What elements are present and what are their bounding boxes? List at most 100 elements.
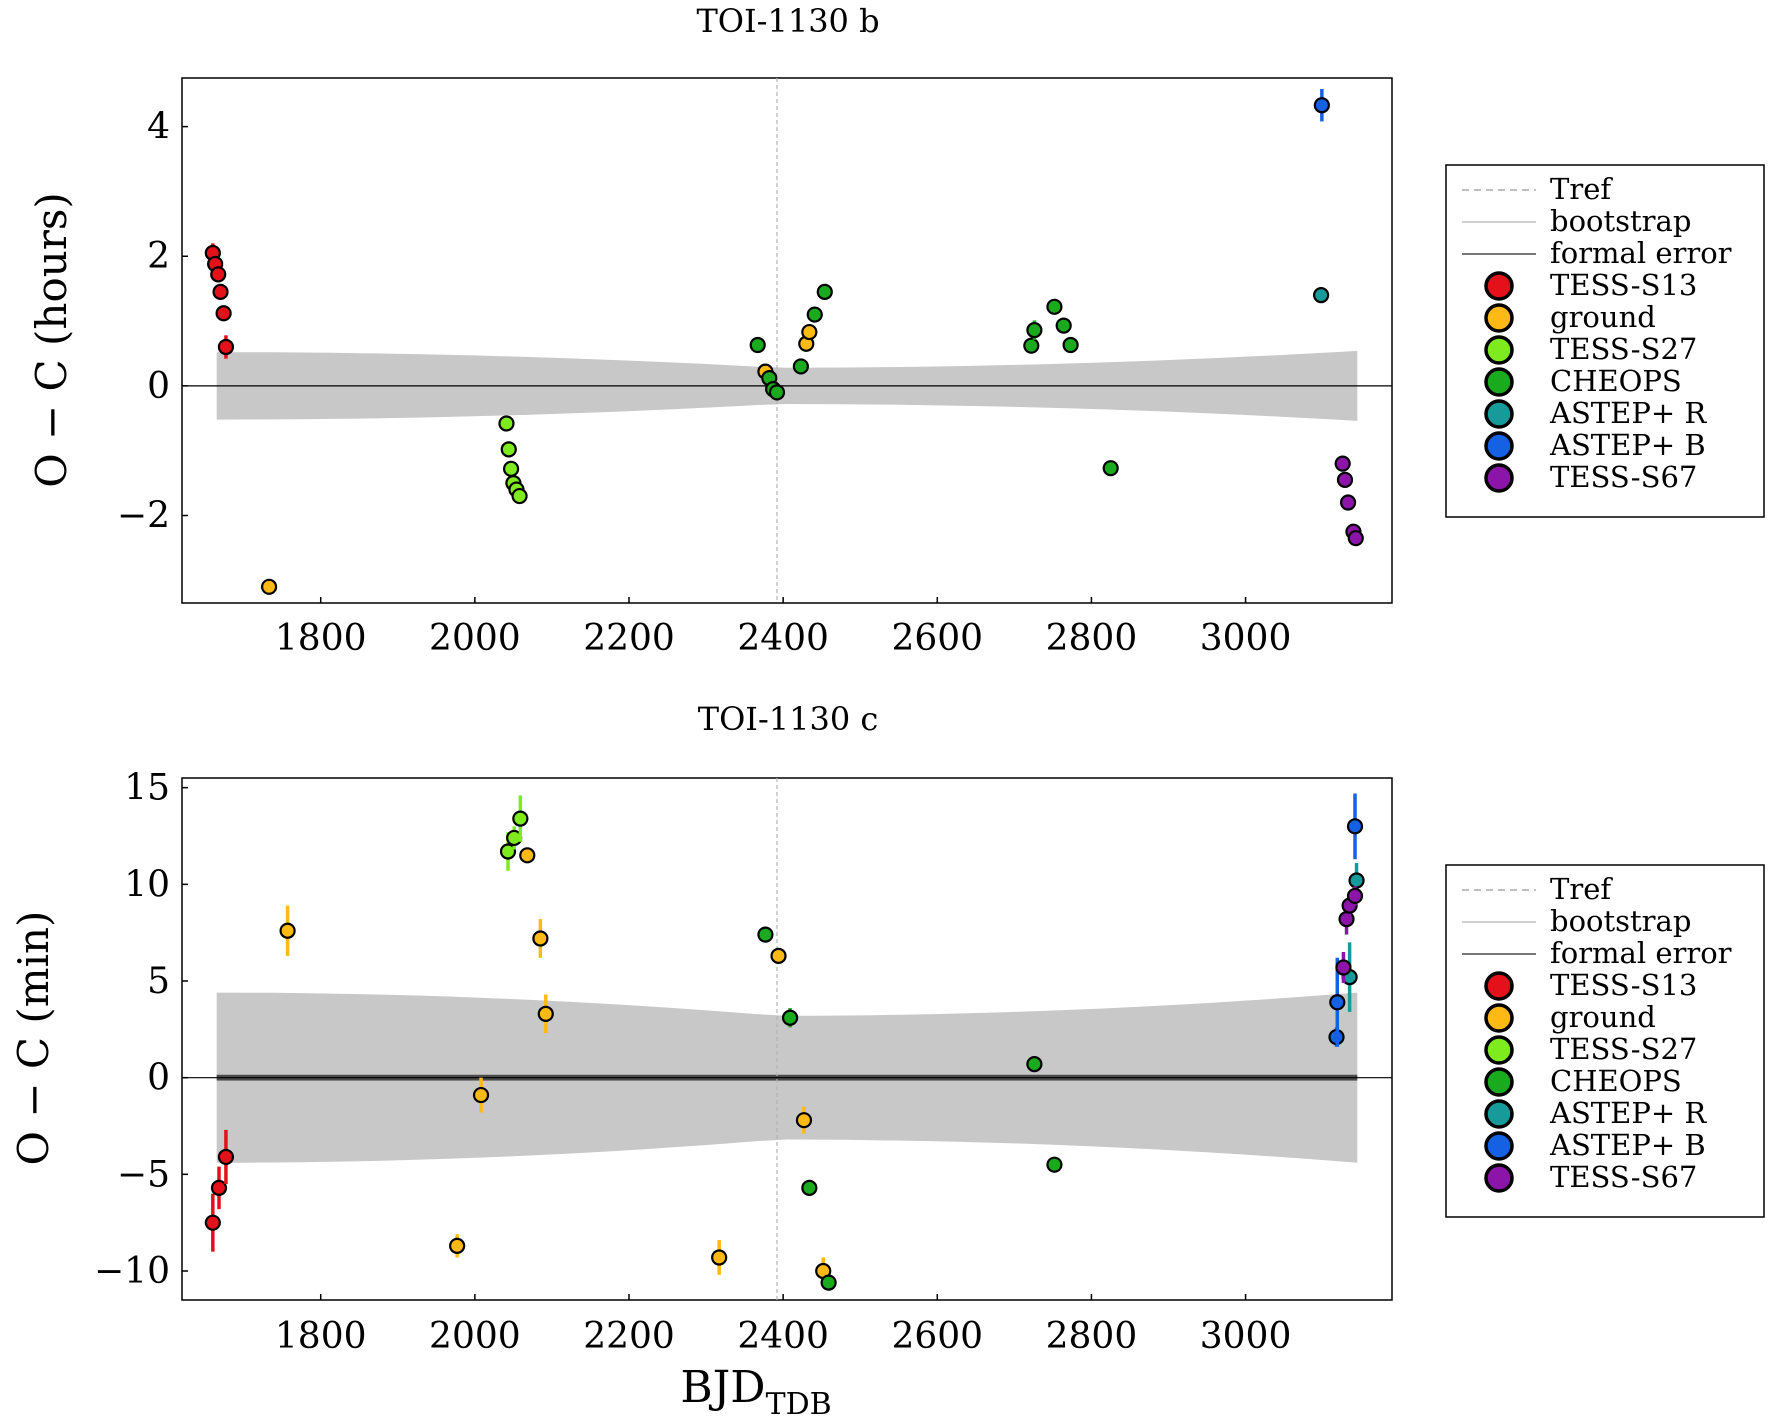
legend-item: TESS-S13 — [1484, 268, 1697, 302]
legend-label: formal error — [1550, 236, 1732, 270]
y-tick-label: 0 — [147, 366, 170, 407]
data-point — [1335, 959, 1352, 976]
legend-label: ground — [1550, 1000, 1656, 1034]
data-point — [781, 1009, 799, 1026]
legend-label: Tref — [1550, 172, 1613, 206]
legend-item: ground — [1484, 300, 1656, 334]
data-point — [215, 305, 232, 322]
legend-marker — [1484, 1131, 1514, 1161]
x-tick-label: 2000 — [429, 1316, 521, 1357]
data-point — [816, 283, 833, 300]
legend-label: ASTEP+ R — [1549, 1096, 1707, 1130]
legend-marker — [1484, 431, 1514, 461]
data-point — [500, 441, 517, 458]
data-point — [757, 926, 774, 943]
data-point — [449, 1237, 466, 1254]
plot-frame — [181, 777, 1393, 1301]
data-point — [770, 947, 787, 964]
data-point — [210, 1179, 228, 1196]
data-point — [1026, 1056, 1043, 1073]
panel-toi-1130-b: TOI-1130 b O − C (hours) 1800 2000 2200 240… — [27, 2, 1393, 659]
panel-title: TOI-1130 b — [696, 2, 879, 40]
data-point — [792, 358, 809, 375]
data-point — [1023, 337, 1040, 354]
data-point — [1046, 1156, 1063, 1173]
legend-label: TESS-S27 — [1550, 1032, 1697, 1066]
legend-marker — [1484, 335, 1514, 365]
data-point — [820, 1274, 837, 1291]
data-point — [212, 283, 229, 300]
legend-label: TESS-S67 — [1550, 1160, 1697, 1194]
legend-marker — [1484, 463, 1514, 493]
legend-marker — [1484, 399, 1514, 429]
data-point — [537, 1005, 554, 1022]
y-axis-label: O − C (min) — [9, 911, 58, 1166]
series-tess-s13 — [204, 243, 235, 359]
legend-marker — [1484, 1099, 1514, 1129]
legend-label: Tref — [1550, 872, 1613, 906]
series-cheops — [757, 926, 1063, 1291]
data-point — [1347, 530, 1364, 547]
legend-label: ground — [1550, 300, 1656, 334]
x-axis-label-main: BJD — [680, 1362, 765, 1413]
legend-item: formal error — [1462, 936, 1732, 970]
data-point — [1312, 287, 1330, 304]
data-point — [217, 338, 235, 356]
data-point — [1046, 298, 1063, 315]
data-point — [1348, 872, 1365, 889]
x-tick-label: 2800 — [1046, 1316, 1138, 1357]
data-point — [499, 843, 517, 860]
data-point — [711, 1249, 728, 1266]
series-tess-s67 — [1335, 886, 1364, 983]
legend-item: ASTEP+ B — [1484, 428, 1706, 462]
legend-item: bootstrap — [1462, 204, 1691, 238]
x-axis-label-subscript: TDB — [766, 1387, 832, 1422]
legend-label: bootstrap — [1550, 904, 1691, 938]
legend-label: ASTEP+ B — [1549, 1128, 1706, 1162]
series-tess-s67 — [1334, 455, 1364, 547]
legend-item: ASTEP+ B — [1484, 1128, 1706, 1162]
legend-marker — [1484, 971, 1514, 1001]
plot-area: 1800 2000 2200 2400 2600 2800 3000 −2 0 2 4 — [117, 78, 1392, 659]
series-ground — [279, 847, 832, 1285]
data-point — [279, 922, 296, 939]
legend-label: TESS-S13 — [1550, 268, 1697, 302]
x-tick-label: 2000 — [429, 618, 521, 659]
legend-item: ground — [1484, 1000, 1656, 1034]
data-point — [519, 847, 536, 864]
panel-title: TOI-1130 c — [698, 700, 879, 738]
series-tess-s27 — [498, 415, 528, 505]
x-tick-label: 2800 — [1046, 618, 1138, 659]
x-tick-label: 2200 — [583, 618, 675, 659]
data-point — [210, 266, 227, 283]
legend-marker — [1484, 271, 1514, 301]
data-point — [532, 930, 549, 947]
data-point — [801, 323, 818, 341]
series-cheops — [749, 283, 1119, 477]
legend-marker — [1484, 1003, 1514, 1033]
legend-item: CHEOPS — [1484, 1064, 1682, 1098]
legend-marker — [1484, 1163, 1514, 1193]
legend-item: TESS-S67 — [1484, 1160, 1697, 1194]
legend-label: bootstrap — [1550, 204, 1691, 238]
x-tick-label: 1800 — [275, 618, 367, 659]
data-point — [1336, 471, 1354, 488]
data-point — [749, 336, 766, 354]
legend-label: CHEOPS — [1550, 364, 1682, 398]
data-point — [1334, 455, 1351, 472]
y-tick-label: −5 — [117, 1154, 170, 1195]
y-tick-label: 15 — [124, 768, 170, 809]
data-point — [801, 1179, 818, 1196]
data-point — [1329, 994, 1346, 1011]
y-tick-label: 10 — [124, 864, 170, 905]
x-tick-label: 2600 — [891, 1316, 983, 1357]
legend-label: TESS-S67 — [1550, 460, 1697, 494]
data-point — [260, 578, 278, 595]
data-point — [1346, 818, 1364, 835]
x-tick-label: 2400 — [737, 618, 829, 659]
series-astep-r — [1341, 863, 1365, 1012]
legend-label: TESS-S13 — [1550, 968, 1697, 1002]
x-tick-label: 1800 — [275, 1316, 367, 1357]
x-tick-label: 3000 — [1200, 1316, 1292, 1357]
data-point — [1026, 322, 1043, 339]
